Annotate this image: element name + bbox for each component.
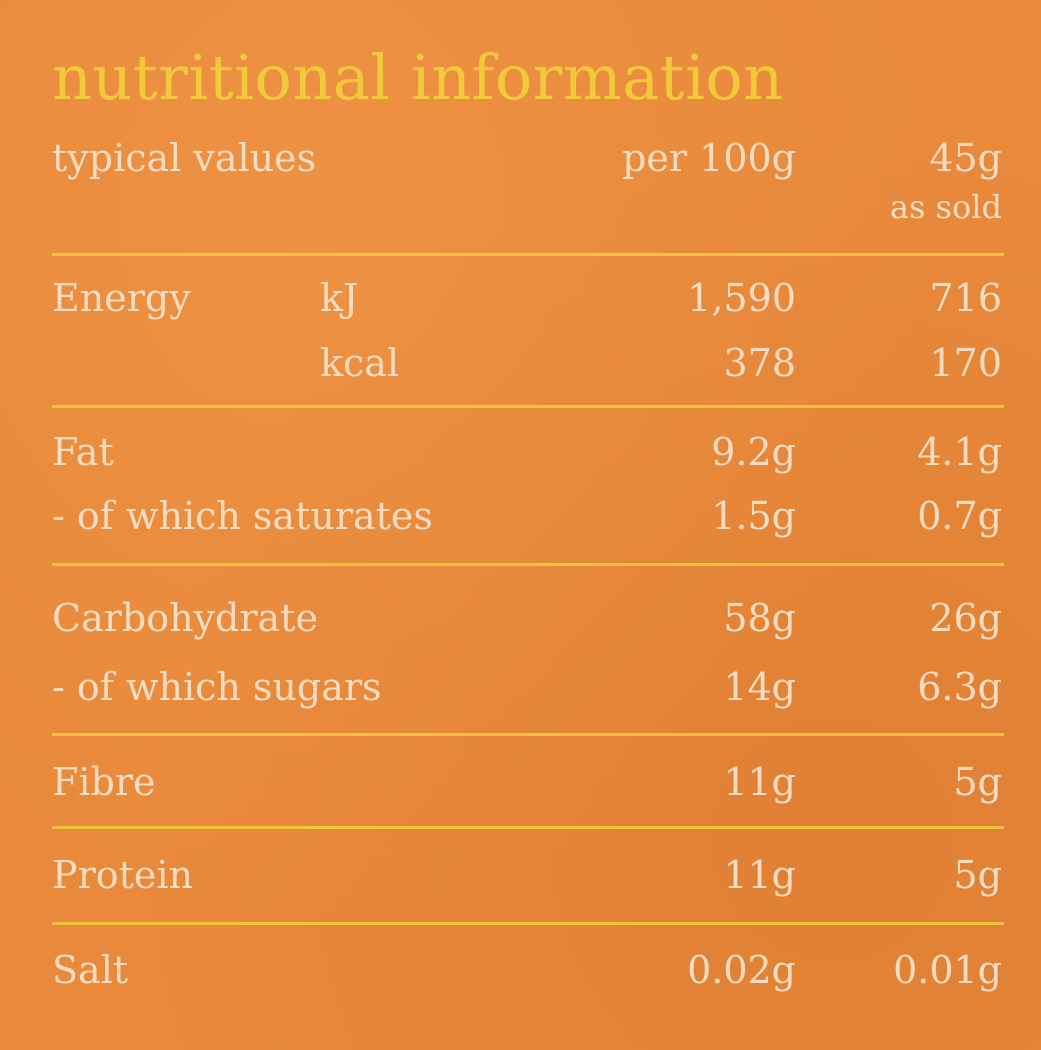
- row-per-100g: 58g: [723, 596, 796, 640]
- row-label: - of which sugars: [52, 665, 382, 709]
- divider: [52, 405, 1004, 408]
- row-unit: kJ: [320, 276, 359, 320]
- row-serving: 0.01g: [893, 948, 1002, 992]
- header-serving-sub: as sold: [889, 188, 1002, 226]
- row-serving: 6.3g: [917, 665, 1002, 709]
- divider: [52, 826, 1004, 829]
- row-per-100g: 378: [723, 341, 796, 385]
- row-serving: 26g: [929, 596, 1002, 640]
- header-per-100g: per 100g: [622, 136, 796, 180]
- divider: [52, 922, 1004, 925]
- row-serving: 4.1g: [917, 430, 1002, 474]
- row-per-100g: 11g: [723, 760, 796, 804]
- divider: [52, 563, 1004, 566]
- row-label: Carbohydrate: [52, 596, 318, 640]
- row-serving: 5g: [953, 760, 1002, 804]
- row-label: - of which saturates: [52, 494, 433, 538]
- row-label: Fibre: [52, 760, 156, 804]
- row-serving: 170: [929, 341, 1002, 385]
- divider: [52, 253, 1004, 256]
- row-per-100g: 11g: [723, 853, 796, 897]
- row-per-100g: 9.2g: [711, 430, 796, 474]
- row-label: Energy: [52, 276, 191, 320]
- row-label: Protein: [52, 853, 193, 897]
- row-per-100g: 0.02g: [687, 948, 796, 992]
- row-label: Salt: [52, 948, 129, 992]
- divider: [52, 733, 1004, 736]
- row-per-100g: 1.5g: [711, 494, 796, 538]
- row-unit: kcal: [320, 341, 400, 385]
- row-serving: 0.7g: [917, 494, 1002, 538]
- row-per-100g: 1,590: [687, 276, 796, 320]
- row-per-100g: 14g: [723, 665, 796, 709]
- header-label: typical values: [52, 136, 317, 180]
- row-serving: 716: [929, 276, 1002, 320]
- row-serving: 5g: [953, 853, 1002, 897]
- page-title: nutritional information: [52, 41, 784, 114]
- header-serving: 45g: [929, 136, 1002, 180]
- row-label: Fat: [52, 430, 114, 474]
